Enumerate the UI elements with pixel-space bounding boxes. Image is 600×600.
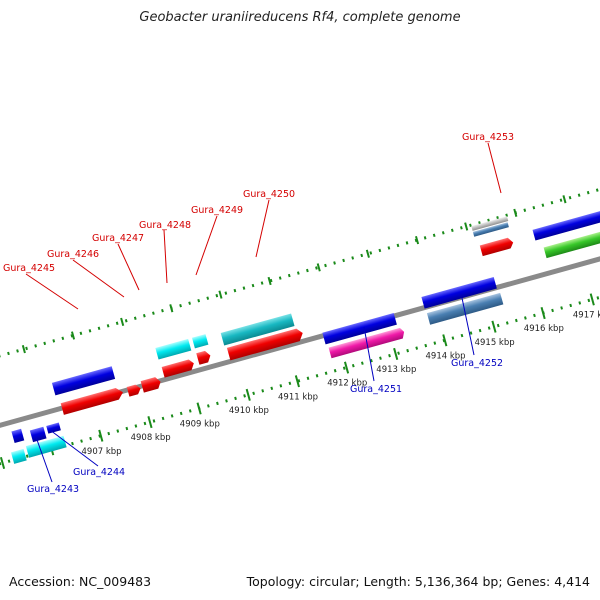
major-tick-outer: [415, 235, 420, 245]
gene-label[interactable]: Gura_4249: [191, 205, 243, 216]
scale-label: 4917 kbp: [573, 311, 600, 321]
scale-label: 4916 kbp: [524, 324, 564, 334]
leader-line: [195, 215, 218, 276]
major-tick-inner: [294, 375, 300, 388]
genome-stats-text: Topology: circular; Length: 5,136,364 bp…: [246, 574, 590, 589]
major-tick-inner: [245, 388, 251, 401]
leader-line: [363, 326, 375, 382]
gene-label[interactable]: Gura_4247: [92, 233, 144, 244]
leader-line: [163, 229, 168, 284]
gene-Gura-4244[interactable]: [29, 426, 47, 443]
accession-text: Accession: NC_009483: [9, 574, 152, 589]
major-tick-outer: [267, 276, 272, 286]
leader-line: [487, 142, 502, 194]
major-tick-inner: [98, 429, 104, 442]
leader-line: [72, 259, 125, 298]
major-tick-outer: [562, 195, 567, 204]
leader-line: [25, 273, 79, 310]
gene-Gura-4243[interactable]: [25, 435, 67, 458]
gene-label[interactable]: Gura_4245: [3, 263, 55, 274]
gene-forward-cyan-a[interactable]: [155, 338, 192, 360]
gene-Gura-4253[interactable]: [479, 237, 515, 257]
gene-Gura-4249[interactable]: [196, 350, 212, 365]
gene-label[interactable]: Gura_4246: [47, 249, 99, 260]
major-tick-outer: [513, 208, 518, 217]
gene-Gura-4252[interactable]: [426, 292, 504, 325]
gene-forward-green[interactable]: [543, 226, 600, 259]
inner-dotted-ticks: [0, 283, 600, 468]
scale-label: 4915 kbp: [475, 338, 515, 348]
major-tick-outer: [120, 317, 125, 327]
major-tick-inner: [147, 416, 153, 429]
scale-label: 4908 kbp: [131, 433, 171, 443]
major-tick-outer: [316, 263, 321, 272]
gene-Gura-4248[interactable]: [161, 358, 196, 378]
gene-label[interactable]: Gura_4244: [73, 467, 125, 478]
gene-label[interactable]: Gura_4243: [27, 484, 79, 495]
major-tick-inner: [343, 361, 350, 374]
gene-Gura-4250[interactable]: [226, 327, 305, 361]
major-tick-outer: [70, 331, 76, 340]
gene-reverse-cyan-edge[interactable]: [10, 448, 27, 464]
scale-labels: 4907 kbp 4908 kbp 4909 kbp 4910 kbp 4911…: [82, 311, 600, 457]
gene-label[interactable]: Gura_4253: [462, 132, 514, 143]
scale-label: 4913 kbp: [376, 365, 416, 375]
gene-forward-steel-small[interactable]: [472, 222, 509, 237]
gene-label[interactable]: Gura_4252: [451, 358, 503, 369]
outer-dotted-ticks: [0, 183, 600, 368]
major-tick-outer: [365, 249, 370, 258]
major-tick-outer: [169, 304, 174, 313]
leader-line: [35, 436, 53, 483]
leader-line: [461, 297, 475, 356]
gene-forward-teal[interactable]: [220, 313, 295, 346]
gene-label[interactable]: Gura_4250: [243, 189, 295, 200]
gene-reverse-blue-edge[interactable]: [11, 428, 25, 444]
gene-label[interactable]: Gura_4248: [139, 220, 191, 231]
scale-label: 4909 kbp: [180, 420, 220, 430]
scale-label: 4912 kbp: [327, 379, 367, 389]
map-frame: [0, 183, 600, 470]
gene-forward-gray[interactable]: [471, 216, 509, 231]
major-tick-inner: [442, 334, 448, 347]
gene-label[interactable]: Gura_4251: [350, 384, 402, 395]
scale-label: 4910 kbp: [229, 406, 269, 416]
major-tick-inner: [540, 307, 546, 320]
map-title: Geobacter uraniireducens Rf4, complete g…: [139, 10, 461, 25]
leader-line: [49, 429, 99, 467]
leader-line: [255, 199, 270, 258]
major-tick-inner: [491, 320, 497, 333]
gene-Gura-4246[interactable]: [126, 384, 142, 397]
gene-forward-cyan-b[interactable]: [191, 334, 209, 349]
major-tick-inner: [196, 402, 202, 415]
major-tick-inner: [0, 456, 6, 470]
major-tick-outer: [218, 290, 223, 299]
major-tick-outer: [464, 222, 469, 231]
gene-Gura-4245[interactable]: [60, 386, 125, 415]
gene-labels: Gura_4245 Gura_4246 Gura_4247 Gura_4248 …: [3, 132, 514, 495]
gene-Gura-4251[interactable]: [328, 327, 406, 359]
major-tick-outer: [21, 345, 26, 354]
gene-forward-blue-right[interactable]: [421, 276, 497, 309]
scale-label: 4907 kbp: [82, 447, 122, 457]
gene-forward-blue-left[interactable]: [51, 366, 116, 396]
gene-reverse-blue-small[interactable]: [46, 422, 61, 434]
major-tick-inner: [589, 293, 595, 306]
leader-line: [117, 243, 140, 291]
scale-label: 4914 kbp: [426, 351, 466, 361]
major-tick-inner: [393, 347, 399, 361]
gene-forward-blue-far-right[interactable]: [532, 207, 600, 241]
gene-Gura-4247[interactable]: [140, 376, 163, 393]
gene-forward-blue-mid[interactable]: [322, 313, 397, 345]
scale-label: 4911 kbp: [278, 392, 318, 402]
label-leaders: [25, 142, 502, 483]
